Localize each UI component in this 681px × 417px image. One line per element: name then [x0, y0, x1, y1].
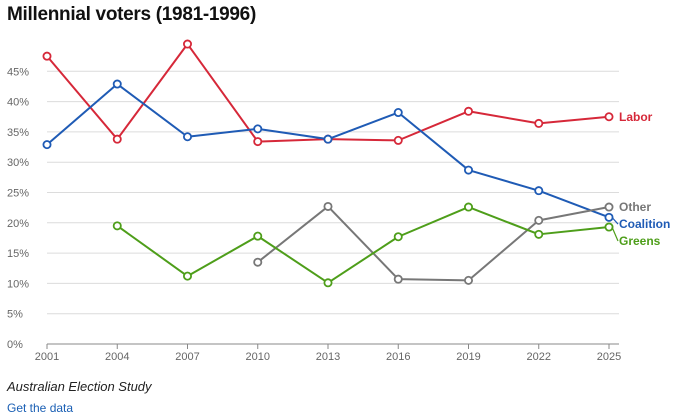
x-tick-label-2025: 2025: [597, 351, 621, 363]
data-point-labor-2025: [604, 112, 614, 122]
data-point-greens-2010: [253, 231, 263, 241]
series-line-greens: [116, 206, 610, 284]
series-line-other: [257, 205, 610, 282]
series-lines: [42, 39, 614, 288]
data-point-greens-2013: [323, 278, 333, 288]
y-tick-label-20: 20%: [7, 218, 29, 230]
data-point-other-2010: [253, 257, 263, 267]
data-point-other-2013: [323, 201, 333, 211]
x-tick-label-2007: 2007: [175, 351, 199, 363]
x-tick-label-2013: 2013: [316, 351, 340, 363]
data-point-greens-2007: [182, 271, 192, 281]
y-tick-label-35: 35%: [7, 127, 29, 139]
data-point-greens-2022: [534, 229, 544, 239]
x-tick-label-2010: 2010: [246, 351, 270, 363]
x-tick-label-2019: 2019: [456, 351, 480, 363]
data-point-labor-2016: [393, 135, 403, 145]
data-point-greens-2025: [604, 222, 614, 232]
x-tick-label-2016: 2016: [386, 351, 410, 363]
data-point-other-2022: [534, 215, 544, 225]
chart-title: Millennial voters (1981-1996): [7, 4, 256, 25]
y-tick-label-25: 25%: [7, 188, 29, 200]
data-point-other-2025: [604, 202, 614, 212]
data-point-coalition-2022: [534, 186, 544, 196]
data-point-labor-2022: [534, 118, 544, 128]
x-tick-label-2022: 2022: [527, 351, 551, 363]
y-tick-label-40: 40%: [7, 97, 29, 109]
y-tick-label-45: 45%: [7, 66, 29, 78]
gridlines: [47, 70, 619, 315]
y-tick-label-5: 5%: [7, 309, 23, 321]
x-tick-label-2001: 2001: [35, 351, 59, 363]
series-line-labor: [46, 43, 610, 143]
data-point-labor-2007: [182, 39, 192, 49]
data-point-coalition-2013: [323, 134, 333, 144]
data-point-greens-2004: [112, 221, 122, 231]
data-point-labor-2010: [253, 137, 263, 147]
data-point-greens-2019: [463, 202, 473, 212]
source-note: Australian Election Study: [7, 379, 152, 394]
y-tick-label-10: 10%: [7, 278, 29, 290]
y-tick-label-0: 0%: [7, 339, 23, 351]
series-label-greens: Greens: [619, 234, 661, 248]
data-point-coalition-2016: [393, 108, 403, 118]
data-point-coalition-2019: [463, 165, 473, 175]
data-point-labor-2019: [463, 106, 473, 116]
series-labels: Labor Other Coalition Greens: [611, 110, 670, 248]
data-point-greens-2016: [393, 232, 403, 242]
series-label-coalition: Coalition: [619, 217, 670, 231]
data-point-coalition-2007: [182, 132, 192, 142]
data-point-coalition-2004: [112, 79, 122, 89]
data-point-labor-2001: [42, 51, 52, 61]
data-point-other-2016: [393, 274, 403, 284]
label-leader-greens: [611, 226, 619, 242]
y-tick-label-15: 15%: [7, 248, 29, 260]
get-the-data-link[interactable]: Get the data: [7, 401, 74, 415]
series-line-coalition: [46, 83, 610, 219]
data-point-coalition-2025: [604, 212, 614, 222]
label-leader-coalition: [611, 216, 619, 225]
data-point-labor-2004: [112, 134, 122, 144]
series-label-other: Other: [619, 200, 651, 214]
data-point-coalition-2001: [42, 140, 52, 150]
series-label-labor: Labor: [619, 110, 653, 124]
data-point-other-2019: [463, 275, 473, 285]
data-point-coalition-2010: [253, 124, 263, 134]
y-tick-label-30: 30%: [7, 157, 29, 169]
axes: 0% 5% 10% 15% 20% 25% 30% 35% 40% 45% 2001 2004 2007…: [7, 66, 621, 363]
x-tick-label-2004: 2004: [105, 351, 129, 363]
